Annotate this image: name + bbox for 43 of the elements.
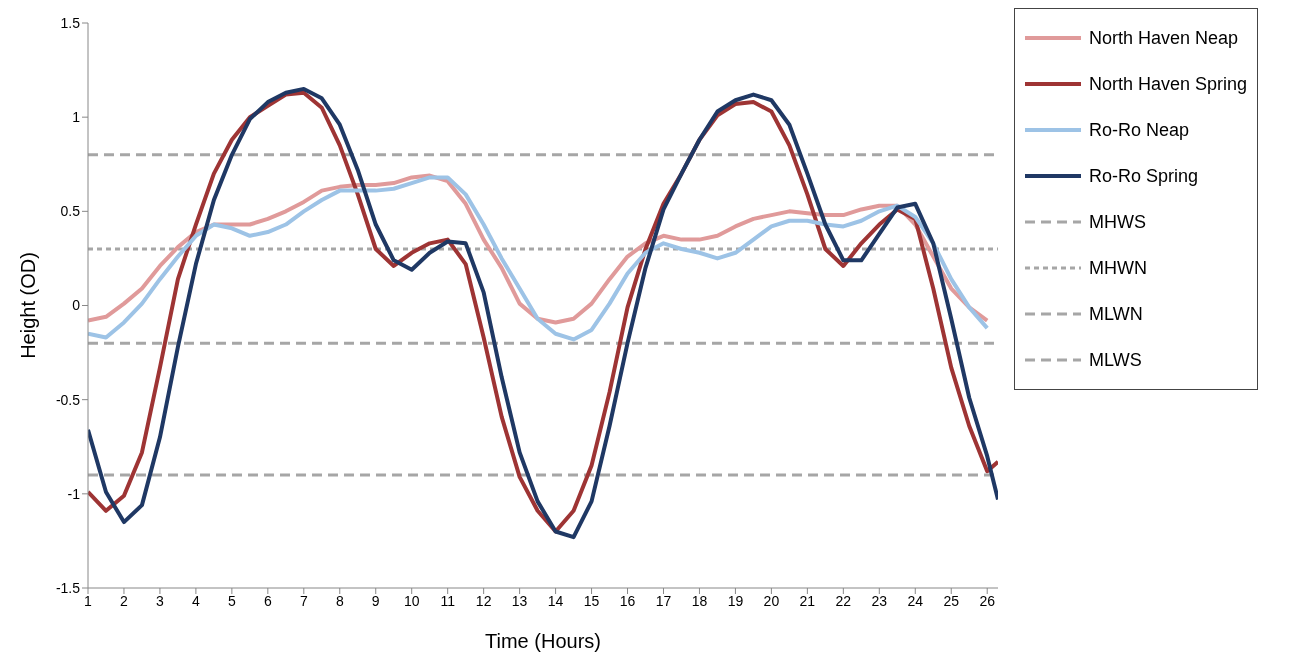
x-tick-label: 15 [583, 592, 600, 609]
y-tick-label: -1 [67, 485, 81, 502]
x-tick-label: 17 [655, 592, 672, 609]
x-tick-label: 8 [335, 592, 344, 609]
x-tick-label: 21 [799, 592, 816, 609]
y-tick-label: 0 [72, 297, 81, 314]
x-tick-label: 5 [227, 592, 236, 609]
y-axis-title: Height (OD) [17, 252, 40, 359]
x-tick-label: 20 [763, 592, 780, 609]
x-tick-label: 6 [263, 592, 272, 609]
x-tick-label: 16 [619, 592, 636, 609]
legend-label: MHWN [1089, 257, 1147, 279]
y-tick-label: -0.5 [55, 391, 81, 408]
x-tick-label: 14 [547, 592, 564, 609]
x-tick-label: 12 [475, 592, 492, 609]
legend-label: Ro-Ro Spring [1089, 165, 1199, 187]
x-tick-label: 26 [979, 592, 996, 609]
legend-label: North Haven Neap [1089, 27, 1239, 49]
legend-label: MHWS [1089, 211, 1146, 233]
x-tick-label: 3 [156, 592, 165, 609]
x-tick-label: 9 [371, 592, 380, 609]
x-tick-label: 7 [299, 592, 308, 609]
x-tick-label: 22 [835, 592, 852, 609]
x-tick-label: 24 [907, 592, 924, 609]
y-tick-label: -1.5 [55, 579, 81, 596]
x-tick-label: 2 [120, 592, 129, 609]
x-tick-label: 13 [511, 592, 528, 609]
x-tick-label: 10 [403, 592, 420, 609]
x-axis-title: Time (Hours) [485, 630, 601, 652]
y-tick-label: 0.5 [60, 203, 81, 220]
y-tick-label: 1.5 [60, 14, 81, 31]
x-tick-label: 23 [871, 592, 888, 609]
x-tick-label: 18 [691, 592, 708, 609]
y-tick-label: 1 [72, 109, 81, 126]
x-tick-label: 4 [192, 592, 201, 609]
x-tick-label: 1 [84, 592, 93, 609]
legend-label: MLWS [1089, 349, 1142, 371]
x-tick-label: 25 [943, 592, 960, 609]
x-tick-label: 19 [727, 592, 744, 609]
legend-label: Ro-Ro Neap [1089, 119, 1190, 141]
x-tick-label: 11 [440, 592, 456, 609]
legend-label: North Haven Spring [1089, 73, 1248, 95]
legend-label: MLWN [1089, 303, 1143, 325]
